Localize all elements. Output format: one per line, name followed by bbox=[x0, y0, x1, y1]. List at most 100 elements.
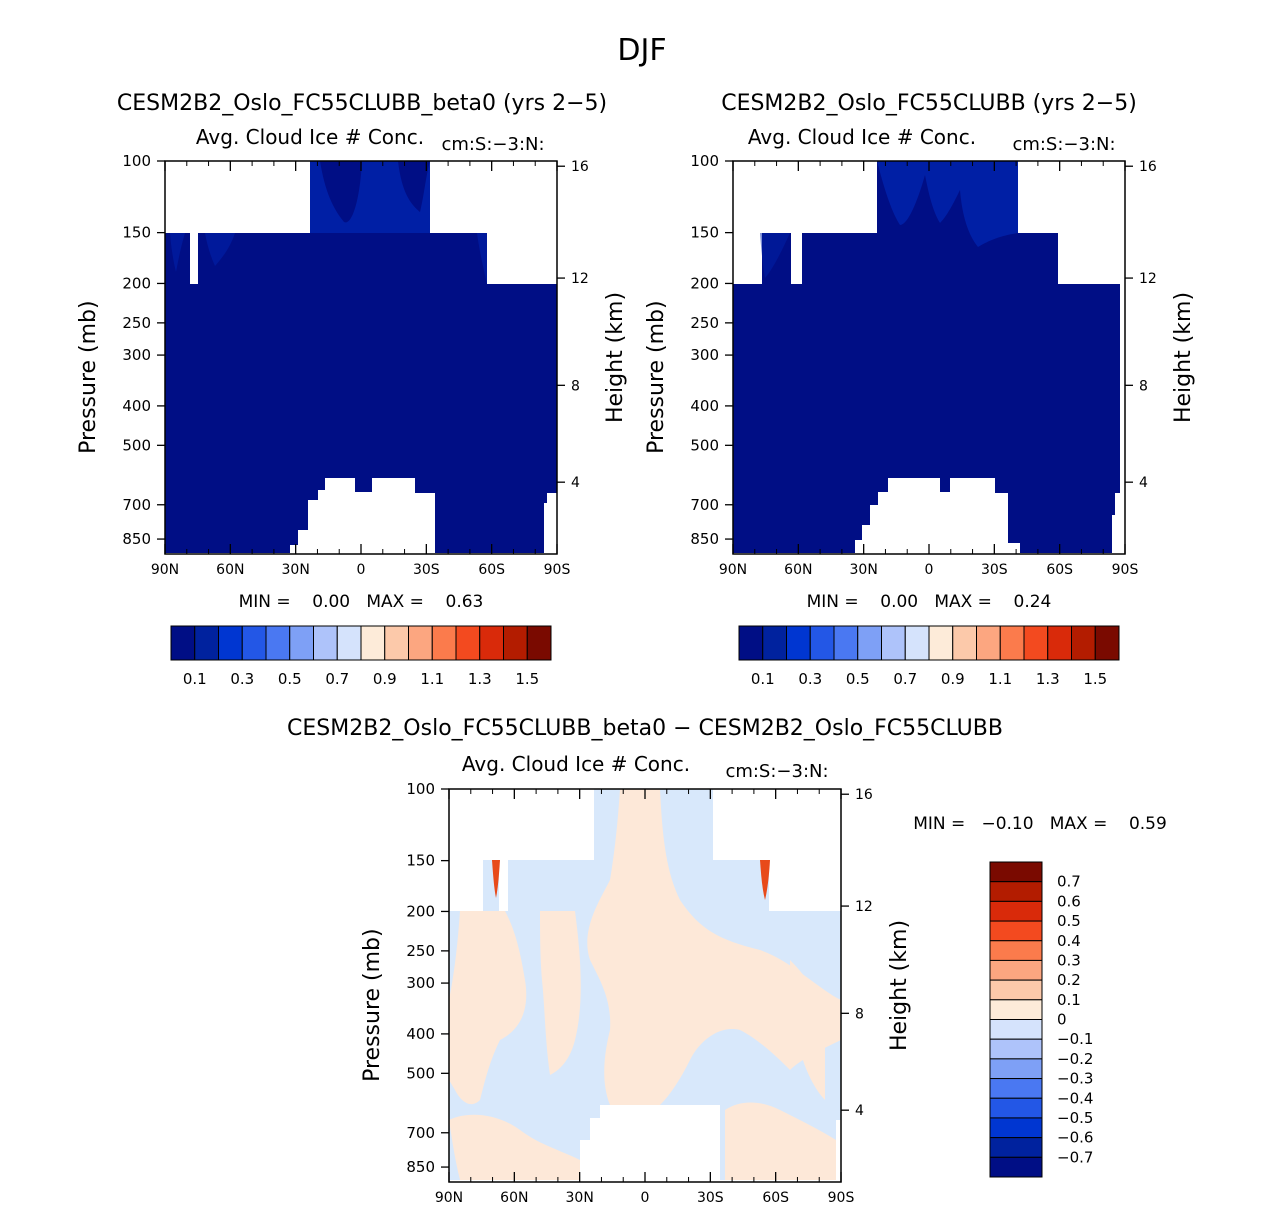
panel-2-colorbar-box bbox=[881, 625, 906, 661]
panel-3-colorbar-label: 0.5 bbox=[1057, 912, 1081, 930]
panel-1-title: CESM2B2_Oslo_FC55CLUBB_beta0 (yrs 2−5) bbox=[117, 91, 607, 116]
panel-3-colorbar-box bbox=[989, 999, 1043, 1020]
panel-3-colorbar-label: 0 bbox=[1057, 1011, 1067, 1029]
panel-3-colorbar-box bbox=[989, 959, 1043, 981]
panel-2-colorbar-box bbox=[857, 625, 882, 661]
panel-3-subtitle-right: cm:S:−3:N: bbox=[725, 761, 828, 782]
panel-3-colorbar-label: −0.7 bbox=[1057, 1148, 1093, 1166]
panel-1-y-tick-label: 200 bbox=[122, 274, 151, 292]
panel-1-colorbar-box bbox=[384, 625, 409, 661]
panel-1-colorbar-label: 1.3 bbox=[468, 670, 492, 688]
panel-3-y2-tick-label: 8 bbox=[855, 1006, 864, 1022]
panel-1-x-tick-label: 30N bbox=[282, 562, 310, 578]
panel-3-y2-tick-label: 4 bbox=[855, 1103, 864, 1119]
panel-1-colorbar-label: 0.3 bbox=[230, 670, 254, 688]
panel-1-colorbar-box bbox=[265, 625, 291, 661]
panel-2-y-tick-label: 500 bbox=[690, 436, 719, 454]
panel-2-y-tick-label: 400 bbox=[690, 397, 719, 415]
panel-2-x-tick-label: 30S bbox=[981, 562, 1008, 578]
panel-3-y-axis-label: Pressure (mb) bbox=[360, 928, 385, 1082]
panel-2-colorbar-label: 0.3 bbox=[798, 670, 822, 688]
panel-2-colorbar-label: 1.5 bbox=[1083, 670, 1107, 688]
panel-3-colorbar-box bbox=[989, 1097, 1043, 1119]
panel-3-colorbar-label: −0.6 bbox=[1057, 1129, 1093, 1147]
panel-1-y2-tick-label: 16 bbox=[571, 159, 589, 175]
panel-2-x-tick-label: 0 bbox=[925, 562, 934, 578]
panel-3-title: CESM2B2_Oslo_FC55CLUBB_beta0 − CESM2B2_O… bbox=[287, 716, 1003, 741]
panel-1-colorbar-box bbox=[360, 625, 386, 661]
panel-2-y2-tick-label: 4 bbox=[1139, 475, 1148, 491]
panel-3-colorbar-label: −0.5 bbox=[1057, 1109, 1093, 1127]
panel-2-colorbar-box bbox=[809, 625, 835, 661]
panel-1-colorbar-label: 1.5 bbox=[515, 670, 539, 688]
panel-2-x-tick-label: 90N bbox=[719, 562, 747, 578]
panel-1-x-tick-label: 60N bbox=[216, 562, 244, 578]
panel-3-y-tick-label: 250 bbox=[406, 942, 435, 960]
panel-3-colorbar-label: 0.2 bbox=[1057, 971, 1081, 989]
panel-2-y-tick-label: 250 bbox=[690, 314, 719, 332]
panel-2-subtitle-left: Avg. Cloud Ice # Conc. bbox=[748, 125, 976, 149]
panel-2-colorbar-box bbox=[833, 625, 859, 661]
panel-1-y2-tick-label: 12 bbox=[571, 271, 589, 287]
panel-2-colorbar-box bbox=[904, 625, 930, 661]
panel-3-y-tick-label: 200 bbox=[406, 902, 435, 920]
panel-3-x-tick-label: 90N bbox=[435, 1190, 463, 1206]
panel-1-y-tick-label: 300 bbox=[122, 346, 151, 364]
panel-1-x-tick-label: 30S bbox=[413, 562, 440, 578]
panel-1-y2-tick-label: 4 bbox=[571, 475, 580, 491]
panel-3-colorbar-label: 0.6 bbox=[1057, 892, 1081, 910]
panel-3-colorbar-label: 0.4 bbox=[1057, 932, 1081, 950]
panel-2-y2-tick-label: 16 bbox=[1139, 159, 1157, 175]
panel-1-colorbar-box bbox=[479, 625, 504, 661]
panel-2: CESM2B2_Oslo_FC55CLUBB (yrs 2−5) Avg. Cl… bbox=[644, 91, 1196, 688]
panel-2-y-axis-label: Pressure (mb) bbox=[644, 300, 669, 454]
panel-1-y-tick-label: 700 bbox=[122, 496, 151, 514]
panel-2-field bbox=[732, 160, 1126, 555]
panel-1-subtitle-left: Avg. Cloud Ice # Conc. bbox=[196, 125, 424, 149]
panel-3-x-tick-label: 0 bbox=[641, 1190, 650, 1206]
panel-3-colorbar-box bbox=[989, 861, 1043, 883]
panel-1-colorbar-box bbox=[408, 625, 433, 661]
panel-1-x-tick-label: 0 bbox=[357, 562, 366, 578]
panel-1-y-tick-label: 500 bbox=[122, 436, 151, 454]
panel-2-x-tick-label: 60S bbox=[1046, 562, 1073, 578]
panel-2-colorbar-box bbox=[1023, 625, 1049, 661]
panel-1-field bbox=[164, 160, 558, 555]
panel-1-y-tick-label: 400 bbox=[122, 397, 151, 415]
panel-3-colorbar-box bbox=[989, 940, 1043, 961]
panel-1-colorbar-box bbox=[241, 625, 267, 661]
panel-3-colorbar-label: 0.1 bbox=[1057, 991, 1081, 1009]
panel-3-colorbar-label: 0.3 bbox=[1057, 951, 1081, 969]
panel-2-colorbar-box bbox=[762, 625, 787, 661]
panel-3-colorbar-box bbox=[989, 1019, 1043, 1040]
panel-2-colorbar-box bbox=[786, 625, 811, 661]
panel-3-colorbar-label: 0.7 bbox=[1057, 873, 1081, 891]
panel-2-colorbar-box bbox=[1047, 625, 1072, 661]
panel-1-colorbar-box bbox=[431, 625, 457, 661]
panel-3-colorbar-label: −0.3 bbox=[1057, 1070, 1093, 1088]
panel-1-colorbar-label: 0.1 bbox=[183, 670, 207, 688]
panel-1-minmax: MIN = 0.00 MAX = 0.63 bbox=[239, 592, 484, 612]
panel-1-colorbar-box bbox=[526, 625, 552, 661]
panel-3-y-tick-label: 500 bbox=[406, 1064, 435, 1082]
panel-3-colorbar-box bbox=[989, 920, 1043, 942]
panel-1-colorbar-box bbox=[289, 625, 314, 661]
panel-1-y-tick-label: 150 bbox=[122, 224, 151, 242]
panel-1-y2-axis-label: Height (km) bbox=[603, 292, 628, 423]
panel-3-colorbar-box bbox=[989, 900, 1043, 922]
panel-1-colorbar-box bbox=[455, 625, 481, 661]
panel-3-colorbar-box bbox=[989, 1058, 1043, 1080]
panel-2-x-tick-label: 90S bbox=[1112, 562, 1139, 578]
panel-3-x-tick-label: 90S bbox=[828, 1190, 855, 1206]
panel-1-colorbar-box bbox=[218, 625, 243, 661]
panel-3-y-tick-label: 150 bbox=[406, 852, 435, 870]
panel-2-colorbar-box bbox=[738, 625, 764, 661]
panel-2-subtitle-right: cm:S:−3:N: bbox=[1012, 134, 1115, 155]
panel-2-colorbar-label: 0.9 bbox=[941, 670, 965, 688]
panel-1-y2-tick-label: 8 bbox=[571, 378, 580, 394]
panel-3-colorbar-label: −0.1 bbox=[1057, 1030, 1093, 1048]
panel-2-y-tick-label: 100 bbox=[690, 152, 719, 170]
panel-2-y-tick-label: 300 bbox=[690, 346, 719, 364]
panel-2-y2-axis-label: Height (km) bbox=[1171, 292, 1196, 423]
panel-3-x-tick-label: 30S bbox=[697, 1190, 724, 1206]
